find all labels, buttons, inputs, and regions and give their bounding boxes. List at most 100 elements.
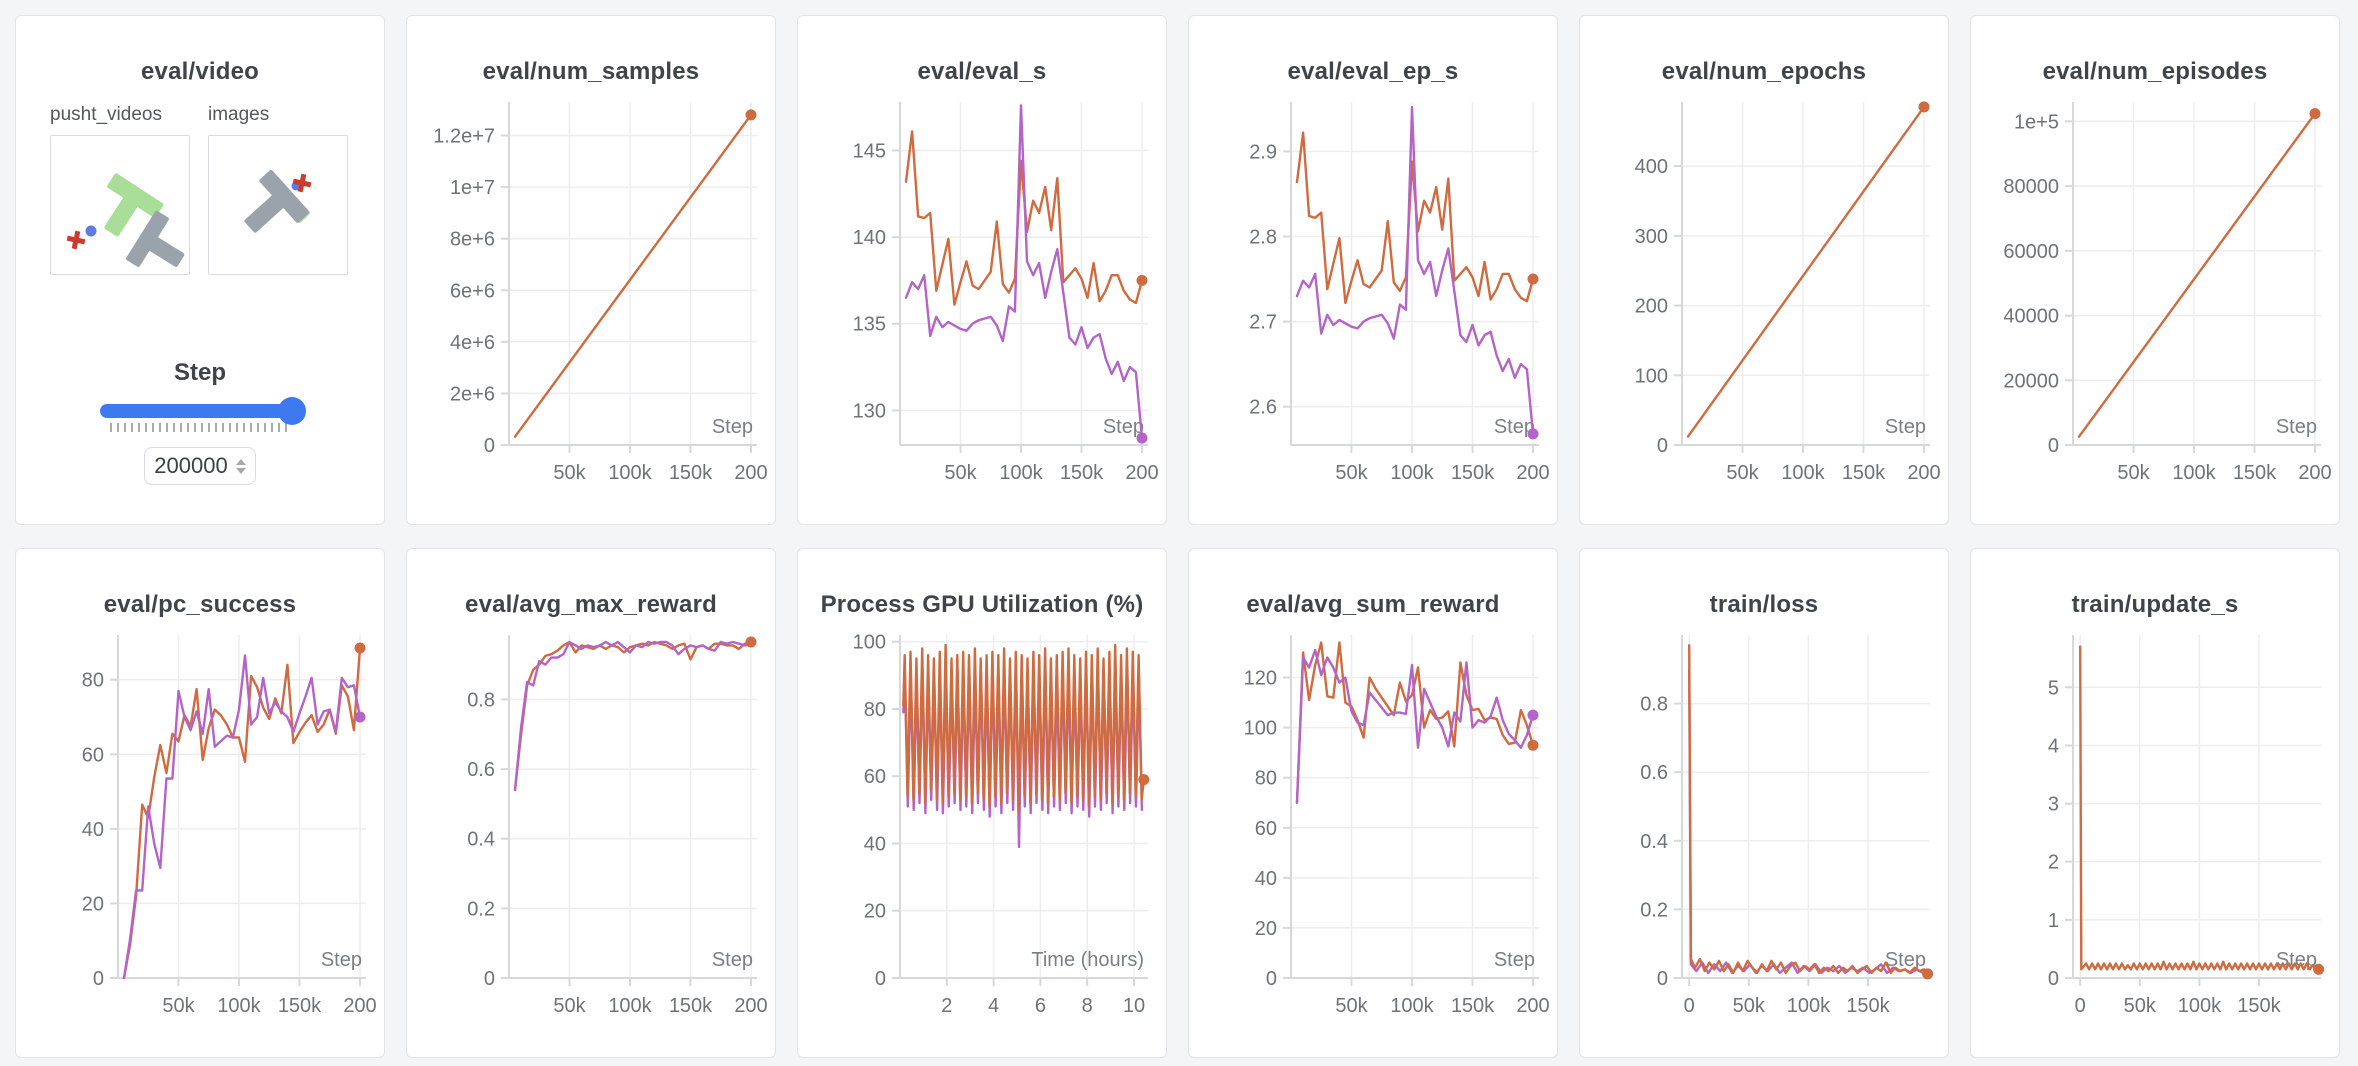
svg-text:140: 140 bbox=[853, 227, 886, 249]
images-scene bbox=[244, 169, 312, 233]
step-slider[interactable] bbox=[100, 397, 306, 425]
panel-title: eval/num_episodes bbox=[2042, 58, 2268, 85]
svg-text:50k: 50k bbox=[553, 462, 586, 484]
svg-text:400: 400 bbox=[1635, 156, 1668, 178]
media-block-images: images bbox=[208, 104, 348, 275]
panel-title: Process GPU Utilization (%) bbox=[820, 591, 1144, 618]
svg-text:5: 5 bbox=[2048, 677, 2059, 699]
image-thumbnail[interactable] bbox=[208, 135, 348, 275]
svg-text:150k: 150k bbox=[1451, 995, 1495, 1017]
svg-text:100k: 100k bbox=[999, 462, 1043, 484]
svg-text:40: 40 bbox=[1255, 868, 1277, 890]
svg-text:0: 0 bbox=[484, 435, 495, 457]
svg-text:0: 0 bbox=[93, 968, 104, 990]
svg-text:50k: 50k bbox=[1335, 995, 1368, 1017]
svg-text:2.8: 2.8 bbox=[1249, 227, 1277, 249]
object-t-shape bbox=[126, 210, 185, 267]
svg-text:130: 130 bbox=[853, 400, 886, 422]
svg-text:150k: 150k bbox=[2233, 462, 2277, 484]
step-value[interactable]: 200000 bbox=[154, 453, 228, 478]
line-chart-eval-avg-max-reward[interactable]: 0 0.2 0.4 0.6 0.8 50k 100k 150k 200 Step bbox=[407, 621, 776, 1041]
svg-text:100k: 100k bbox=[2178, 995, 2222, 1017]
svg-text:0.4: 0.4 bbox=[467, 829, 495, 851]
svg-text:60: 60 bbox=[1255, 818, 1277, 840]
line-chart-eval-num-samples[interactable]: 0 2e+6 4e+6 6e+6 8e+6 1e+7 1.2e+7 50k 100k 150k 20… bbox=[407, 88, 776, 508]
svg-text:Step: Step bbox=[2276, 416, 2317, 438]
svg-text:0: 0 bbox=[484, 968, 495, 990]
panel-title: eval/eval_ep_s bbox=[1287, 58, 1459, 85]
svg-text:0: 0 bbox=[1657, 435, 1668, 457]
svg-text:150k: 150k bbox=[278, 995, 322, 1017]
svg-text:20000: 20000 bbox=[2003, 370, 2059, 392]
panel-eval-eval-s: eval/eval_s 130 135 140 145 50k 100k 150k 200 St… bbox=[797, 15, 1167, 525]
svg-text:0: 0 bbox=[1266, 968, 1277, 990]
svg-text:100k: 100k bbox=[217, 995, 261, 1017]
svg-text:1: 1 bbox=[2048, 910, 2059, 932]
panel-title: eval/eval_s bbox=[917, 58, 1047, 85]
line-chart-eval-num-epochs[interactable]: 0 100 200 300 400 50k 100k 150k 200 Step bbox=[1580, 88, 1949, 508]
video-thumbnail-pusht[interactable] bbox=[50, 135, 190, 275]
svg-text:100k: 100k bbox=[1787, 995, 1831, 1017]
svg-text:Step: Step bbox=[321, 949, 362, 971]
svg-text:50k: 50k bbox=[2117, 462, 2150, 484]
line-chart-eval-eval-s[interactable]: 130 135 140 145 50k 100k 150k 200 Step bbox=[798, 88, 1167, 508]
svg-text:8e+6: 8e+6 bbox=[450, 229, 495, 251]
svg-text:80: 80 bbox=[82, 670, 104, 692]
line-chart-eval-pc-success[interactable]: 0 20 40 60 80 50k 100k 150k 200 Step bbox=[16, 621, 385, 1041]
panel-title: eval/avg_sum_reward bbox=[1246, 591, 1500, 618]
svg-text:20: 20 bbox=[864, 901, 886, 923]
svg-text:40: 40 bbox=[82, 819, 104, 841]
svg-text:2: 2 bbox=[2048, 852, 2059, 874]
svg-text:60: 60 bbox=[864, 766, 886, 788]
line-chart-eval-eval-ep-s[interactable]: 2.6 2.7 2.8 2.9 50k 100k 150k 200 Step bbox=[1189, 88, 1558, 508]
svg-text:150k: 150k bbox=[1060, 462, 1104, 484]
panel-eval-video: eval/video pusht_videos bbox=[15, 15, 385, 525]
svg-text:100k: 100k bbox=[608, 462, 652, 484]
line-chart-eval-avg-sum-reward[interactable]: 0 20 40 60 80 100 120 50k 100k 150k 200 Step bbox=[1189, 621, 1558, 1041]
line-chart-gpu-utilization[interactable]: 0 20 40 60 80 100 2 4 6 8 10 Time (hours) bbox=[798, 621, 1167, 1041]
svg-text:200: 200 bbox=[343, 995, 376, 1017]
svg-text:1e+5: 1e+5 bbox=[2014, 111, 2059, 133]
svg-text:135: 135 bbox=[853, 314, 886, 336]
svg-text:50k: 50k bbox=[553, 995, 586, 1017]
svg-text:0: 0 bbox=[875, 968, 886, 990]
svg-text:100k: 100k bbox=[608, 995, 652, 1017]
svg-text:0: 0 bbox=[1684, 995, 1695, 1017]
svg-text:50k: 50k bbox=[2124, 995, 2157, 1017]
svg-text:150k: 150k bbox=[1451, 462, 1495, 484]
svg-text:Step: Step bbox=[1103, 416, 1144, 438]
svg-text:0.6: 0.6 bbox=[1640, 762, 1668, 784]
svg-text:0: 0 bbox=[1657, 968, 1668, 990]
slider-ruler-ticks bbox=[110, 423, 290, 432]
slider-thumb[interactable] bbox=[278, 397, 306, 425]
svg-text:200: 200 bbox=[1907, 462, 1940, 484]
step-input[interactable]: 200000 bbox=[144, 447, 256, 485]
target-cross-icon bbox=[66, 230, 86, 250]
line-chart-eval-num-episodes[interactable]: 0 20000 40000 60000 80000 1e+5 50k 100k 150k 200 S… bbox=[1971, 88, 2340, 508]
svg-text:3: 3 bbox=[2048, 794, 2059, 816]
stepper-up-icon[interactable] bbox=[235, 458, 246, 465]
panel-eval-eval-ep-s: eval/eval_ep_s 2.6 2.7 2.8 2.9 50k 100k 150k 20… bbox=[1188, 15, 1558, 525]
stepper-down-icon[interactable] bbox=[235, 467, 246, 474]
svg-text:150k: 150k bbox=[1842, 462, 1886, 484]
svg-text:80: 80 bbox=[1255, 768, 1277, 790]
svg-text:40000: 40000 bbox=[2003, 306, 2059, 328]
svg-text:50k: 50k bbox=[162, 995, 195, 1017]
svg-text:100k: 100k bbox=[1781, 462, 1825, 484]
svg-text:6: 6 bbox=[1035, 995, 1046, 1017]
svg-text:Step: Step bbox=[712, 416, 753, 438]
panel-eval-num-epochs: eval/num_epochs 0 100 200 300 400 50k 100k 150k… bbox=[1579, 15, 1949, 525]
line-chart-train-loss[interactable]: 0 0.2 0.4 0.6 0.8 0 50k 100k 150k Step bbox=[1580, 621, 1949, 1041]
svg-text:120: 120 bbox=[1244, 668, 1277, 690]
panel-title: eval/avg_max_reward bbox=[465, 591, 717, 618]
panel-title: train/loss bbox=[1709, 591, 1819, 618]
svg-text:200: 200 bbox=[734, 462, 767, 484]
svg-text:0.8: 0.8 bbox=[1640, 694, 1668, 716]
panel-eval-num-episodes: eval/num_episodes 0 20000 40000 60000 80000 1… bbox=[1970, 15, 2340, 525]
svg-text:0: 0 bbox=[2048, 968, 2059, 990]
svg-text:50k: 50k bbox=[1733, 995, 1766, 1017]
svg-text:4e+6: 4e+6 bbox=[450, 332, 495, 354]
slider-track[interactable] bbox=[100, 404, 300, 418]
